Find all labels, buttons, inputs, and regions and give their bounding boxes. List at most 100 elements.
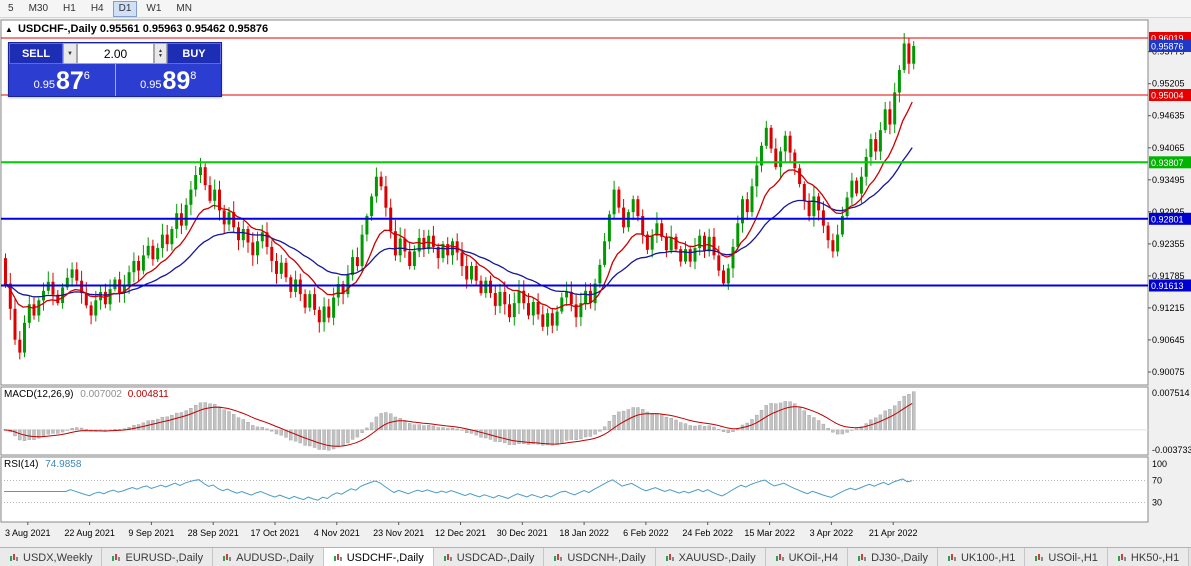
volume-dropdown-button[interactable]: ▼ bbox=[63, 43, 77, 64]
chart-tab[interactable]: USDX,Weekly bbox=[0, 548, 103, 566]
svg-text:21 Apr 2022: 21 Apr 2022 bbox=[869, 528, 918, 538]
macd-indicator-name: MACD(12,26,9) bbox=[4, 389, 74, 400]
chart-tab[interactable]: AUDUSD-,Daily bbox=[213, 548, 324, 566]
timeframe-button-w1[interactable]: W1 bbox=[146, 2, 162, 14]
timeframe-button-h1[interactable]: H1 bbox=[63, 2, 76, 14]
chart-marker-icon: ▲ bbox=[5, 25, 13, 34]
chart-symbol-period: USDCHF-,Daily bbox=[17, 23, 97, 35]
buy-button[interactable]: BUY bbox=[167, 43, 221, 64]
chart-tab-label: XAUUSD-,Daily bbox=[678, 551, 756, 564]
svg-text:0.91785: 0.91785 bbox=[1152, 271, 1185, 281]
chart-tab-label: DJ30-,Daily bbox=[871, 551, 928, 564]
tab-chart-icon bbox=[947, 553, 956, 561]
chart-tabs: USDX,Weekly EURUSD-,Daily AUDUSD-,Daily USD… bbox=[0, 547, 1191, 566]
tab-chart-icon bbox=[775, 553, 784, 561]
volume-spinner[interactable]: ▲ ▼ bbox=[154, 43, 167, 64]
svg-text:0.94065: 0.94065 bbox=[1152, 143, 1185, 153]
svg-text:17 Oct 2021: 17 Oct 2021 bbox=[250, 528, 299, 538]
chart-tab-label: USDX,Weekly bbox=[23, 551, 93, 564]
chart-tab[interactable]: USDCAD-,Daily bbox=[433, 548, 545, 566]
macd-signal bbox=[3, 402, 913, 447]
chart-canvas[interactable]: 0.957750.952050.946350.940650.934950.929… bbox=[0, 18, 1191, 547]
macd-label: MACD(12,26,9) 0.007002 0.004811 bbox=[4, 389, 169, 400]
timeframe-button-h4[interactable]: H4 bbox=[90, 2, 104, 14]
svg-text:100: 100 bbox=[1152, 459, 1167, 469]
chart-tab[interactable]: XAUUSD-,Daily bbox=[655, 548, 766, 566]
svg-text:23 Nov 2021: 23 Nov 2021 bbox=[373, 528, 424, 538]
buy-price-pip-digit: 8 bbox=[190, 70, 197, 82]
sell-price-prefix: 0.95 bbox=[33, 79, 55, 91]
svg-text:0.90645: 0.90645 bbox=[1152, 335, 1185, 345]
chart-tab[interactable]: USDCHF-,Daily bbox=[323, 548, 434, 566]
svg-text:0.95004: 0.95004 bbox=[1151, 91, 1184, 101]
volume-input[interactable] bbox=[77, 43, 154, 64]
svg-text:0.93495: 0.93495 bbox=[1152, 175, 1185, 185]
chart-tab[interactable]: EURUSD-,Daily bbox=[102, 548, 214, 566]
chart-tab[interactable]: USDCNH-,Daily bbox=[544, 548, 656, 566]
chevron-down-icon: ▼ bbox=[67, 50, 73, 57]
svg-text:0.94635: 0.94635 bbox=[1152, 111, 1185, 121]
spinner-down-icon: ▼ bbox=[158, 52, 163, 59]
svg-text:0.95876: 0.95876 bbox=[1151, 42, 1184, 52]
svg-text:0.93807: 0.93807 bbox=[1151, 158, 1184, 168]
svg-text:15 Mar 2022: 15 Mar 2022 bbox=[744, 528, 795, 538]
chart-tab[interactable]: DJ30-,Daily bbox=[848, 548, 938, 566]
tab-chart-icon bbox=[858, 553, 867, 561]
chart-tab[interactable]: HK50-,H1 bbox=[1107, 548, 1190, 566]
svg-text:12 Dec 2021: 12 Dec 2021 bbox=[435, 528, 486, 538]
svg-text:4 Nov 2021: 4 Nov 2021 bbox=[314, 528, 360, 538]
chart-tab-label: USOil-,H1 bbox=[1048, 551, 1098, 564]
timeframe-button-d1[interactable]: D1 bbox=[112, 0, 138, 17]
svg-text:0.007514: 0.007514 bbox=[1152, 388, 1190, 398]
svg-text:30 Dec 2021: 30 Dec 2021 bbox=[497, 528, 548, 538]
macd-main-value: 0.007002 bbox=[80, 389, 122, 400]
sell-button[interactable]: SELL bbox=[9, 43, 63, 64]
tab-chart-icon bbox=[554, 553, 563, 561]
svg-text:9 Sep 2021: 9 Sep 2021 bbox=[128, 528, 174, 538]
tab-chart-icon bbox=[333, 553, 342, 561]
svg-text:28 Sep 2021: 28 Sep 2021 bbox=[188, 528, 239, 538]
svg-text:70: 70 bbox=[1152, 476, 1162, 486]
svg-text:0.90075: 0.90075 bbox=[1152, 367, 1185, 377]
svg-text:0.92925: 0.92925 bbox=[1152, 207, 1185, 217]
svg-text:-0.003733: -0.003733 bbox=[1152, 445, 1191, 455]
sell-price-big-digits: 87 bbox=[55, 67, 84, 95]
buy-price[interactable]: 0.95 89 8 bbox=[114, 64, 222, 96]
chart-tab-label: UK100-,H1 bbox=[960, 551, 1016, 564]
svg-text:0.91613: 0.91613 bbox=[1151, 281, 1184, 291]
svg-text:0.96019: 0.96019 bbox=[1151, 34, 1184, 44]
spinner-up-icon: ▲ bbox=[158, 47, 163, 54]
candles bbox=[4, 33, 916, 360]
svg-text:6 Feb 2022: 6 Feb 2022 bbox=[623, 528, 669, 538]
chart-ohlc-values: 0.95561 0.95963 0.95462 0.95876 bbox=[99, 23, 269, 35]
date-axis: 3 Aug 2021 22 Aug 2021 9 Sep 2021 28 Sep 20… bbox=[5, 522, 917, 538]
svg-text:0.91215: 0.91215 bbox=[1152, 303, 1185, 313]
timeframe-toolbar: 5 M30 H1 H4 D1 W1 MN bbox=[0, 0, 1191, 18]
svg-text:0.92355: 0.92355 bbox=[1152, 239, 1185, 249]
chart-tab[interactable]: USOil-,H1 bbox=[1025, 548, 1108, 566]
timeframe-button-mn[interactable]: MN bbox=[176, 2, 192, 14]
svg-text:3 Aug 2021: 3 Aug 2021 bbox=[5, 528, 51, 538]
timeframe-button-5[interactable]: 5 bbox=[8, 2, 14, 14]
chart-tab[interactable]: UK100-,H1 bbox=[937, 548, 1026, 566]
chart-tab-label: USDCAD-,Daily bbox=[456, 551, 535, 564]
sell-price[interactable]: 0.95 87 6 bbox=[9, 64, 115, 96]
buy-price-prefix: 0.95 bbox=[140, 79, 162, 91]
tab-chart-icon bbox=[443, 553, 452, 561]
svg-text:22 Aug 2021: 22 Aug 2021 bbox=[64, 528, 115, 538]
rsi-label: RSI(14) 74.9858 bbox=[4, 459, 81, 470]
sell-price-pip-digit: 6 bbox=[83, 70, 90, 82]
timeframe-button-m30[interactable]: M30 bbox=[28, 2, 49, 14]
chart-tab-label: AUDUSD-,Daily bbox=[236, 551, 314, 564]
chart-tab-label: USDCHF-,Daily bbox=[346, 551, 424, 564]
chart-tab[interactable]: UKOil-,H4 bbox=[765, 548, 849, 566]
macd-signal-value: 0.004811 bbox=[127, 389, 169, 400]
chart-tab-label: EURUSD-,Daily bbox=[125, 551, 204, 564]
one-click-trade-panel: SELL ▼ ▲ ▼ BUY 0.95 87 6 0.95 89 8 bbox=[8, 42, 222, 97]
tab-chart-icon bbox=[1035, 553, 1044, 561]
svg-text:0.95205: 0.95205 bbox=[1152, 79, 1185, 89]
chart-title: ▲ USDCHF-,Daily 0.95561 0.95963 0.95462 … bbox=[5, 23, 268, 35]
tab-chart-icon bbox=[665, 553, 674, 561]
